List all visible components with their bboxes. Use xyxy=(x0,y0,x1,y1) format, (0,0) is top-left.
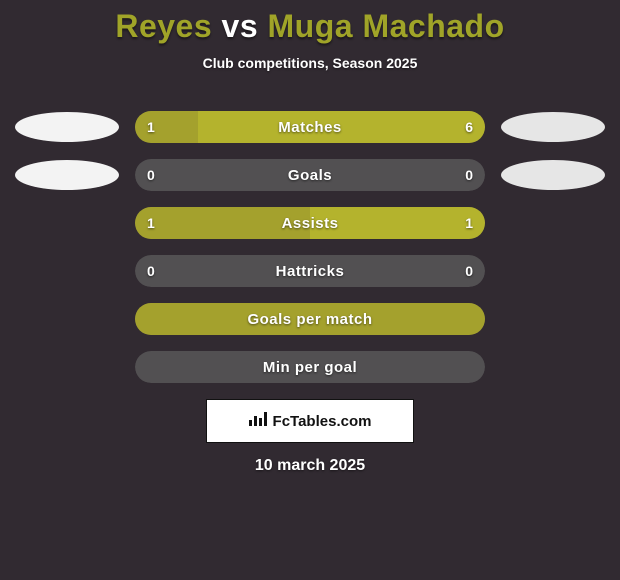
stat-label: Min per goal xyxy=(135,351,485,383)
stat-bar: Min per goal xyxy=(135,351,485,383)
player1-badge xyxy=(15,160,119,190)
attribution-badge[interactable]: FcTables.com xyxy=(206,399,414,443)
subtitle: Club competitions, Season 2025 xyxy=(0,55,620,71)
stat-value-left: 0 xyxy=(135,159,167,191)
stat-value-left: 1 xyxy=(135,111,167,143)
stat-label: Hattricks xyxy=(135,255,485,287)
comparison-container: Matches16Goals00Assists11Hattricks00Goal… xyxy=(0,111,620,383)
stat-bar: Assists1 1 xyxy=(135,207,485,239)
spacer xyxy=(15,304,119,334)
player2-badge xyxy=(501,112,605,142)
comparison-infographic: Reyes vs Muga Machado Club competitions,… xyxy=(0,0,620,580)
page-title: Reyes vs Muga Machado xyxy=(0,0,620,45)
spacer xyxy=(15,352,119,382)
stat-bar: Matches1 6 xyxy=(135,111,485,143)
stat-value-left: 1 xyxy=(135,207,167,239)
stat-label: Goals per match xyxy=(135,303,485,335)
spacer xyxy=(15,256,119,286)
spacer xyxy=(501,352,605,382)
stat-value-left: 0 xyxy=(135,255,167,287)
title-player2: Muga Machado xyxy=(268,8,505,44)
spacer xyxy=(501,256,605,286)
spacer xyxy=(501,304,605,334)
stat-value-right: 0 xyxy=(453,255,485,287)
spacer xyxy=(15,208,119,238)
date-text: 10 march 2025 xyxy=(0,457,620,475)
bar-chart-icon xyxy=(249,412,267,431)
attribution-text: FcTables.com xyxy=(273,413,372,430)
stat-row: Goals per match xyxy=(0,303,620,335)
stat-row: Goals0 0 xyxy=(0,159,620,191)
stat-row: Hattricks0 0 xyxy=(0,255,620,287)
title-vs: vs xyxy=(222,8,259,44)
stat-label: Goals xyxy=(135,159,485,191)
stat-row: Min per goal xyxy=(0,351,620,383)
stat-bar: Hattricks0 0 xyxy=(135,255,485,287)
spacer xyxy=(501,208,605,238)
stat-row: Assists1 1 xyxy=(0,207,620,239)
stat-value-right: 0 xyxy=(453,159,485,191)
stat-row: Matches1 6 xyxy=(0,111,620,143)
stat-value-right: 6 xyxy=(453,111,485,143)
stat-label: Matches xyxy=(135,111,485,143)
player1-badge xyxy=(15,112,119,142)
player2-badge xyxy=(501,160,605,190)
stat-label: Assists xyxy=(135,207,485,239)
stat-bar: Goals0 0 xyxy=(135,159,485,191)
stat-bar: Goals per match xyxy=(135,303,485,335)
stat-value-right: 1 xyxy=(453,207,485,239)
title-player1: Reyes xyxy=(115,8,212,44)
